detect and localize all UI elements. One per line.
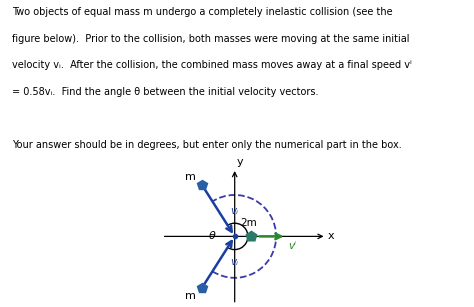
- Text: Your answer should be in degrees, but enter only the numerical part in the box.: Your answer should be in degrees, but en…: [12, 140, 401, 150]
- Text: figure below).  Prior to the collision, both masses were moving at the same init: figure below). Prior to the collision, b…: [12, 33, 410, 44]
- Text: vᵢ: vᵢ: [230, 257, 238, 267]
- Text: velocity vᵢ.  After the collision, the combined mass moves away at a final speed: velocity vᵢ. After the collision, the co…: [12, 60, 412, 70]
- Text: m: m: [185, 172, 196, 182]
- Text: Two objects of equal mass m undergo a completely inelastic collision (see the: Two objects of equal mass m undergo a co…: [12, 7, 392, 17]
- Text: y: y: [237, 157, 243, 167]
- Text: θ: θ: [209, 231, 216, 241]
- Text: m: m: [185, 290, 196, 301]
- Text: = 0.58vᵢ.  Find the angle θ between the initial velocity vectors.: = 0.58vᵢ. Find the angle θ between the i…: [12, 87, 319, 97]
- Text: x: x: [328, 231, 335, 241]
- Text: vᵢ: vᵢ: [230, 206, 238, 216]
- Text: 2m: 2m: [240, 218, 257, 228]
- Text: vⁱ: vⁱ: [288, 241, 296, 251]
